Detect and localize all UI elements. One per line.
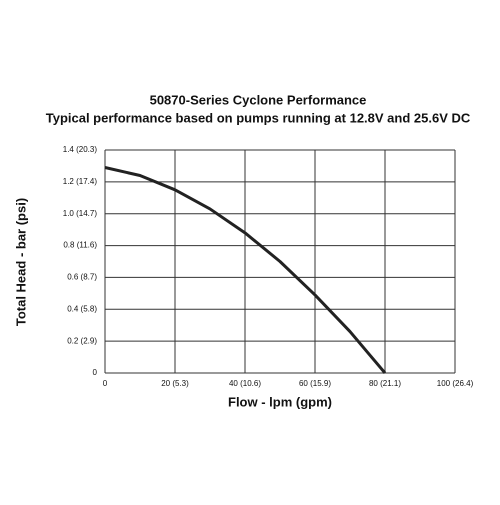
y-tick-label: 0.8 (11.6) <box>63 241 97 250</box>
y-tick-label: 0.2 (2.9) <box>67 336 97 345</box>
x-tick-label: 100 (26.4) <box>437 379 474 388</box>
y-tick-label: 0.4 (5.8) <box>67 304 97 313</box>
x-axis-label: Flow - lpm (gpm) <box>228 394 332 409</box>
chart-subtitle: Typical performance based on pumps runni… <box>46 110 471 125</box>
chart-title: 50870-Series Cyclone Performance <box>150 92 367 107</box>
curve <box>104 166 387 374</box>
y-tick-label: 0 <box>93 368 98 377</box>
y-tick-label: 1.0 (14.7) <box>63 209 98 218</box>
y-tick-label: 1.4 (20.3) <box>63 145 98 154</box>
x-tick-label: 0 <box>103 379 108 388</box>
x-tick-label: 20 (5.3) <box>161 379 189 388</box>
x-tick-label: 40 (10.6) <box>229 379 261 388</box>
x-tick-label: 80 (21.1) <box>369 379 401 388</box>
x-tick-label: 60 (15.9) <box>299 379 331 388</box>
y-axis-label: Total Head - bar (psi) <box>13 198 28 326</box>
y-tick-label: 0.6 (8.7) <box>67 273 97 282</box>
y-tick-label: 1.2 (17.4) <box>63 177 98 186</box>
